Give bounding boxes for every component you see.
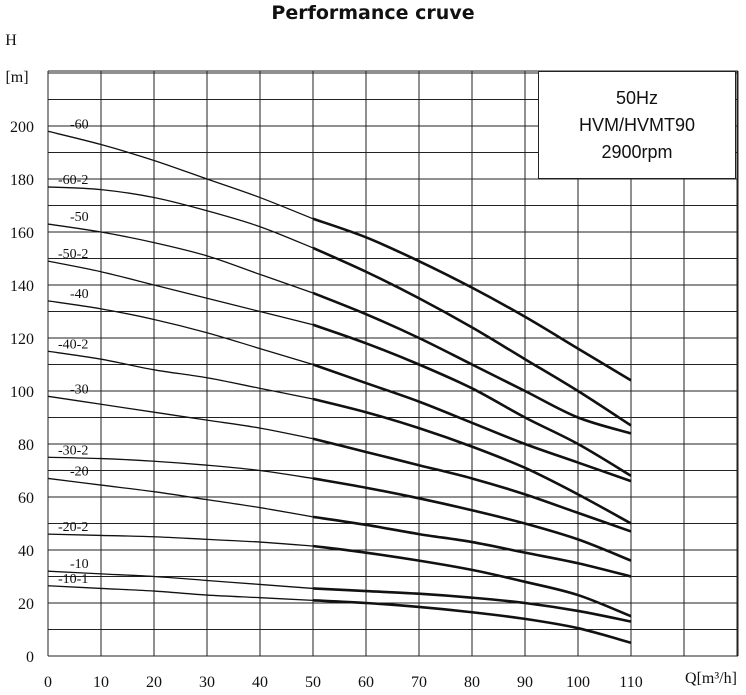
curve-line bbox=[47, 223, 314, 294]
info-speed: 2900rpm bbox=[601, 141, 673, 162]
curve-label: -50 bbox=[70, 210, 89, 225]
curve-line bbox=[47, 350, 314, 400]
y-tick-label: 20 bbox=[18, 596, 34, 613]
curve-labels: -60 -60-2 -50 -50-2 -40 -40-2 -30 -30-2 -20 -20-2… bbox=[58, 117, 89, 586]
y-tick-label: 100 bbox=[10, 384, 34, 401]
curve-line bbox=[47, 300, 314, 366]
x-tick-label: 100 bbox=[566, 674, 590, 691]
x-axis-title: Q[m³/h] bbox=[685, 670, 737, 687]
curve-label: -20-2 bbox=[58, 520, 88, 535]
curves bbox=[47, 130, 632, 645]
curve-label: -30 bbox=[70, 382, 89, 397]
y-axis-title: H bbox=[5, 32, 17, 49]
y-tick-label: 60 bbox=[18, 490, 34, 507]
x-tick-labels: 0 10 20 30 40 50 60 70 80 90 100 110 bbox=[44, 674, 643, 691]
x-tick-label: 20 bbox=[146, 674, 162, 691]
curve-label: -30-2 bbox=[58, 443, 88, 458]
y-tick-label: 140 bbox=[10, 278, 34, 295]
curve-line bbox=[47, 260, 314, 326]
curve-line-operating bbox=[312, 363, 632, 483]
curve-line-operating bbox=[312, 397, 632, 525]
curve-line-operating bbox=[312, 323, 632, 477]
curve-line bbox=[47, 585, 314, 601]
curve-line bbox=[47, 130, 314, 220]
curve-label: -20 bbox=[70, 464, 89, 479]
x-tick-label: 0 bbox=[44, 674, 52, 691]
curve-line bbox=[47, 395, 314, 440]
x-tick-label: 30 bbox=[199, 674, 215, 691]
info-model: HVM/HVMT90 bbox=[578, 114, 695, 135]
x-tick-label: 50 bbox=[305, 674, 321, 691]
y-tick-label: 80 bbox=[18, 437, 34, 454]
x-tick-label: 80 bbox=[464, 674, 480, 691]
curve-line bbox=[47, 570, 314, 590]
info-frequency: 50Hz bbox=[615, 87, 659, 108]
y-tick-label: 160 bbox=[10, 225, 34, 242]
curve-line bbox=[47, 477, 314, 518]
curve-line-operating bbox=[312, 437, 632, 533]
curve-line-operating bbox=[312, 246, 632, 427]
y-tick-labels: 0 20 40 60 80 100 120 140 160 180 200 bbox=[10, 119, 34, 666]
x-tick-label: 90 bbox=[517, 674, 533, 691]
y-tick-label: 120 bbox=[10, 331, 34, 348]
curve-line-operating bbox=[312, 477, 632, 562]
curve-line-operating bbox=[312, 599, 632, 645]
curve-label: -40-2 bbox=[58, 337, 88, 352]
x-tick-label: 40 bbox=[252, 674, 268, 691]
page-title: Performance cruve bbox=[271, 2, 475, 24]
curve-label: -60 bbox=[70, 117, 89, 132]
curve-line-operating bbox=[312, 544, 632, 618]
curve-label: -60-2 bbox=[58, 173, 88, 188]
curve-label: -10-1 bbox=[58, 572, 88, 587]
curve-label: -50-2 bbox=[58, 247, 88, 262]
y-tick-label: 0 bbox=[26, 649, 34, 666]
curve-label: -40 bbox=[70, 287, 89, 302]
curve-line-operating bbox=[312, 291, 632, 435]
y-tick-label: 40 bbox=[18, 543, 34, 560]
y-axis-unit: [m] bbox=[5, 69, 28, 86]
y-tick-label: 200 bbox=[10, 119, 34, 136]
curve-line bbox=[47, 456, 314, 480]
curve-line bbox=[47, 186, 314, 249]
curve-line-operating bbox=[312, 217, 632, 382]
info-box: 50Hz HVM/HVMT90 2900rpm bbox=[538, 71, 736, 179]
curve-line bbox=[47, 533, 314, 547]
x-tick-label: 60 bbox=[358, 674, 374, 691]
y-tick-label: 180 bbox=[10, 172, 34, 189]
x-tick-label: 70 bbox=[411, 674, 427, 691]
x-tick-label: 110 bbox=[619, 674, 642, 691]
x-tick-label: 10 bbox=[93, 674, 109, 691]
curve-line-operating bbox=[312, 587, 632, 623]
curve-line-operating bbox=[312, 515, 632, 578]
curve-label: -10 bbox=[70, 557, 89, 572]
